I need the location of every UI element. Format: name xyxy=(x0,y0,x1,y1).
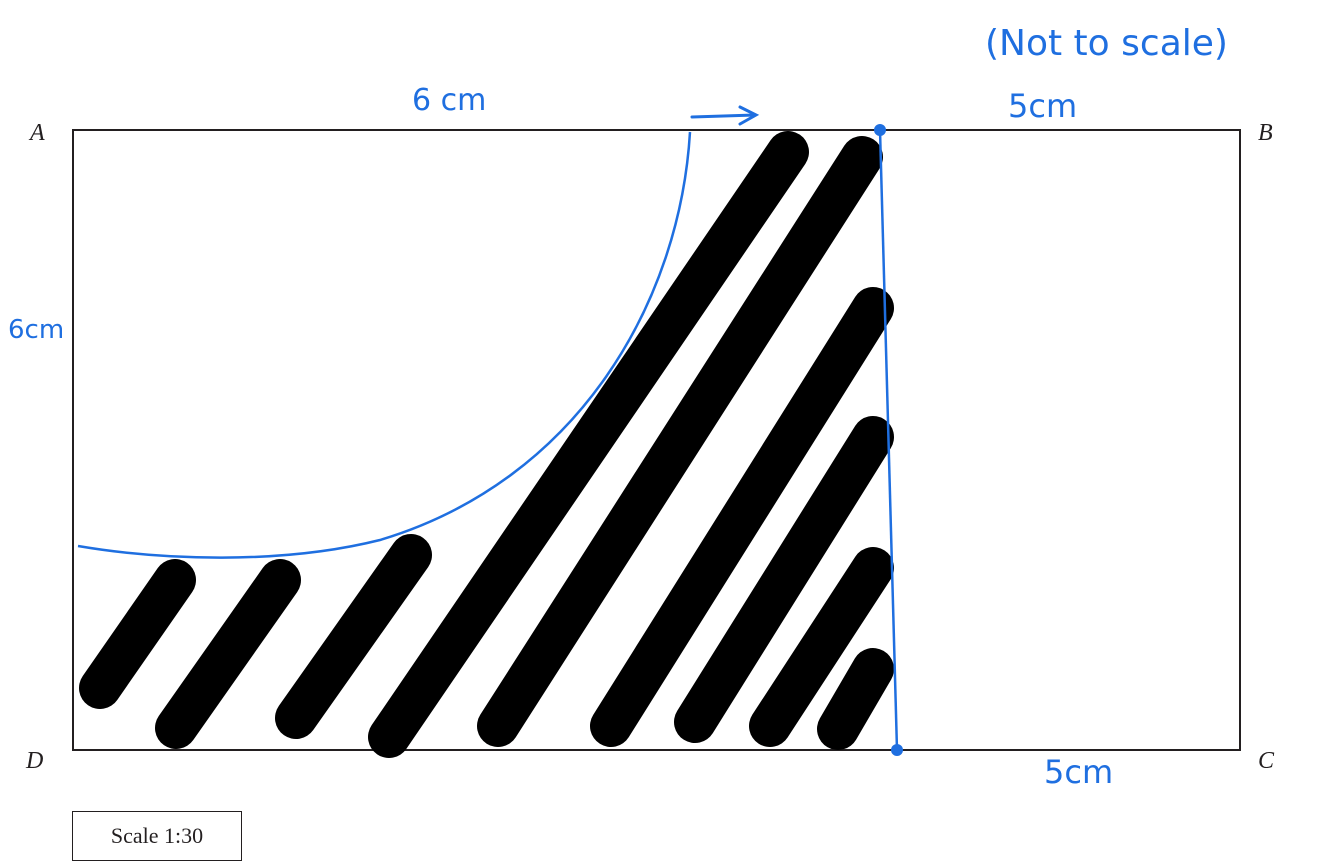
hatch-stroke xyxy=(275,534,432,739)
not-to-scale-note: (Not to scale) xyxy=(985,23,1228,64)
vertex-label-c: C xyxy=(1258,748,1275,774)
rectangle-abcd xyxy=(72,129,1241,751)
arrow-icon xyxy=(690,105,760,126)
construction-line xyxy=(878,129,899,751)
point-on-ab xyxy=(874,124,886,136)
vertex-label-a: A xyxy=(28,120,45,146)
bottom-right-length-label: 5cm xyxy=(1044,753,1113,791)
scale-label: Scale 1:30 xyxy=(72,811,242,861)
quarter-arc xyxy=(77,131,692,559)
hatch-stroke xyxy=(674,416,894,743)
hatch-stroke xyxy=(155,559,301,749)
top-left-length-label: 6 cm xyxy=(412,83,486,118)
hatch-stroke xyxy=(817,648,894,750)
vertex-label-b: B xyxy=(1258,120,1273,146)
hatch-stroke xyxy=(590,287,894,747)
hatch-stroke xyxy=(749,547,894,747)
point-on-dc xyxy=(891,744,903,756)
top-right-length-label: 5cm xyxy=(1008,87,1077,125)
hatch-stroke xyxy=(477,136,883,747)
hatch-stroke xyxy=(79,559,196,709)
vertex-label-d: D xyxy=(25,748,43,774)
hatch-stroke xyxy=(368,131,809,758)
left-length-label: 6cm xyxy=(8,315,64,345)
hatched-region xyxy=(79,131,894,758)
